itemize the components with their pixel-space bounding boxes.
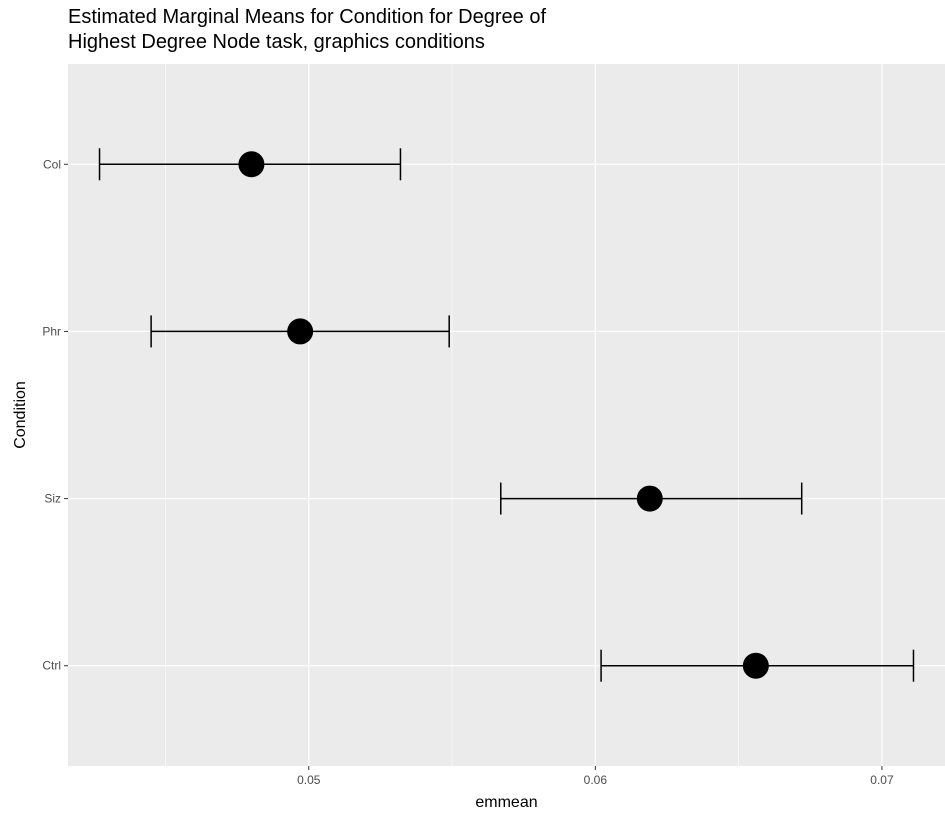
x-axis-title: emmean — [475, 794, 537, 811]
x-tick-label: 0.05 — [297, 773, 321, 787]
chart-title-line-2: Highest Degree Node task, graphics condi… — [68, 31, 485, 53]
chart-title-line-1: Estimated Marginal Means for Condition f… — [68, 6, 547, 28]
y-tick-label: Siz — [44, 492, 61, 506]
panel-background — [68, 64, 945, 766]
y-tick-label: Ctrl — [42, 659, 61, 673]
point-ctrl — [742, 652, 769, 679]
x-tick-label: 0.06 — [584, 773, 608, 787]
y-tick-label: Col — [43, 157, 61, 171]
y-tick-label: Phr — [42, 324, 61, 338]
point-siz — [636, 485, 663, 512]
point-phr — [287, 318, 314, 345]
x-tick-label: 0.07 — [870, 773, 894, 787]
point-col — [238, 151, 265, 178]
y-axis-title: Condition — [12, 381, 29, 449]
